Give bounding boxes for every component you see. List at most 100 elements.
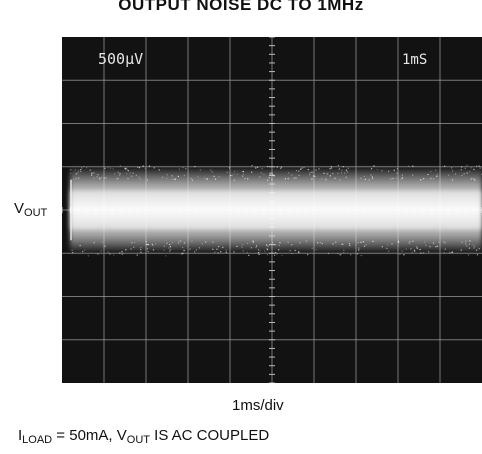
noise-speck [332, 243, 334, 245]
noise-speck [298, 174, 300, 177]
noise-speck [403, 254, 405, 256]
noise-speck [412, 240, 414, 242]
noise-speck [109, 167, 112, 169]
noise-speck [255, 246, 257, 249]
noise-speck [214, 178, 217, 180]
noise-speck [169, 246, 172, 248]
noise-speck [278, 249, 280, 251]
noise-speck [451, 179, 454, 181]
noise-speck [337, 172, 339, 174]
noise-speck [129, 172, 131, 174]
noise-speck [206, 177, 208, 180]
noise-speck [107, 251, 109, 253]
noise-speck [325, 179, 327, 181]
noise-speck [272, 174, 274, 176]
noise-speck [319, 241, 322, 244]
noise-speck [474, 179, 476, 181]
noise-speck [145, 243, 147, 245]
noise-speck [138, 176, 140, 178]
noise-speck [152, 249, 155, 251]
footnote-mid: = 50mA, V [52, 427, 127, 444]
noise-speck [246, 251, 248, 254]
noise-speck [471, 177, 473, 180]
noise-speck [298, 251, 300, 253]
noise-speck [118, 174, 121, 177]
noise-speck [140, 247, 142, 249]
noise-speck [97, 174, 99, 176]
noise-speck [470, 179, 472, 181]
noise-speck [278, 244, 280, 246]
noise-speck [468, 247, 471, 249]
noise-speck [300, 168, 302, 170]
noise-speck [212, 248, 214, 250]
noise-speck [430, 177, 432, 180]
noise-speck [414, 250, 416, 252]
noise-speck [345, 169, 347, 171]
noise-speck [146, 243, 149, 246]
noise-speck [252, 240, 254, 242]
noise-speck [134, 241, 136, 244]
noise-speck [360, 177, 362, 179]
noise-speck [101, 241, 103, 243]
footnote-v-sub: OUT [126, 434, 150, 446]
noise-speck [311, 247, 313, 249]
noise-speck [96, 176, 98, 178]
noise-speck [242, 250, 244, 252]
noise-speck [166, 177, 168, 179]
noise-speck [344, 172, 346, 174]
noise-speck [343, 249, 345, 251]
noise-speck [311, 171, 313, 173]
noise-speck [257, 253, 260, 256]
noise-speck [357, 241, 359, 244]
noise-speck [363, 175, 365, 177]
noise-speck [182, 246, 184, 249]
noise-speck [332, 172, 334, 175]
noise-speck [424, 241, 426, 243]
noise-speck [358, 247, 360, 249]
noise-speck [109, 253, 111, 255]
noise-speck [291, 253, 293, 255]
noise-speck [401, 177, 404, 179]
noise-speck [390, 178, 392, 180]
noise-speck [298, 170, 300, 172]
noise-speck [409, 240, 411, 243]
noise-speck [183, 242, 186, 244]
noise-speck [117, 171, 119, 174]
noise-speck [218, 176, 220, 178]
noise-speck [75, 173, 77, 175]
noise-speck [371, 177, 374, 179]
noise-speck [145, 240, 147, 243]
noise-speck [288, 172, 290, 174]
noise-speck [435, 246, 437, 248]
noise-speck [430, 170, 432, 173]
noise-speck [460, 169, 462, 171]
noise-speck [264, 250, 266, 252]
noise-speck [93, 242, 95, 244]
noise-speck [295, 177, 297, 179]
noise-speck [201, 243, 203, 245]
noise-speck [86, 167, 88, 169]
noise-speck [420, 252, 422, 254]
noise-speck [216, 248, 218, 250]
noise-speck [233, 173, 235, 175]
noise-speck [258, 253, 261, 255]
noise-speck [177, 175, 179, 178]
noise-speck [444, 248, 446, 250]
noise-speck [127, 177, 129, 180]
noise-speck [266, 248, 268, 250]
noise-speck [198, 247, 200, 249]
noise-speck [399, 253, 401, 255]
noise-speck [181, 253, 183, 255]
noise-speck [78, 177, 80, 179]
noise-speck [326, 172, 328, 175]
noise-speck [284, 178, 287, 180]
noise-speck [327, 252, 330, 255]
noise-speck [460, 249, 462, 251]
noise-speck [194, 166, 196, 168]
noise-speck [84, 249, 86, 251]
noise-speck [342, 166, 344, 168]
noise-speck [269, 172, 271, 174]
noise-speck [364, 178, 366, 181]
noise-speck [422, 252, 425, 254]
noise-speck [295, 169, 298, 172]
